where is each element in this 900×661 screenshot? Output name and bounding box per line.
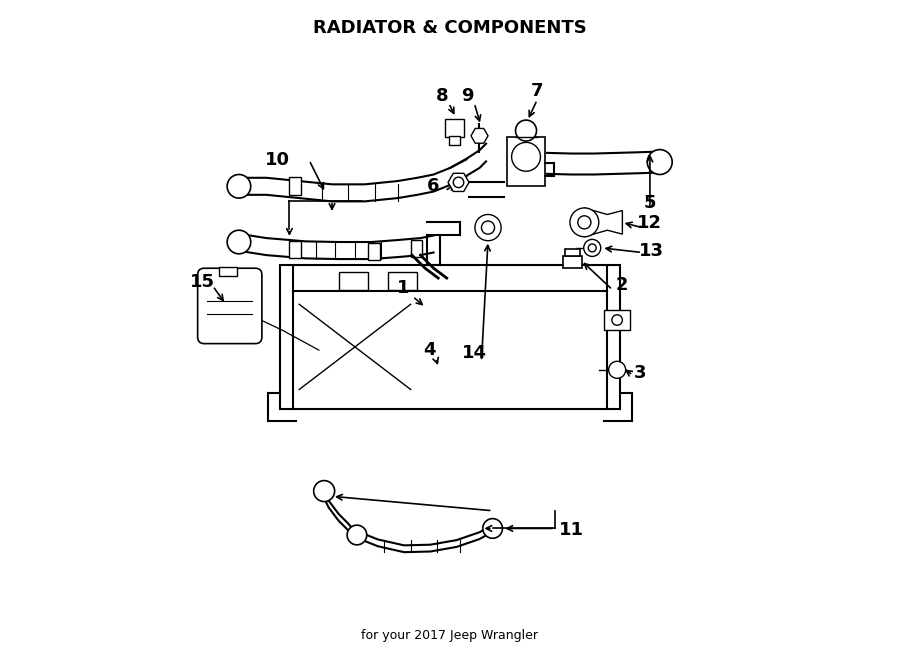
Circle shape xyxy=(314,481,335,502)
Circle shape xyxy=(584,239,601,256)
Circle shape xyxy=(589,244,596,252)
Text: 13: 13 xyxy=(639,241,664,260)
Bar xyxy=(604,310,630,330)
Bar xyxy=(368,243,380,260)
Circle shape xyxy=(482,519,502,538)
Text: RADIATOR & COMPONENTS: RADIATOR & COMPONENTS xyxy=(313,19,587,37)
Bar xyxy=(280,265,620,409)
Circle shape xyxy=(482,221,495,234)
Text: 3: 3 xyxy=(634,364,646,382)
Circle shape xyxy=(647,149,672,175)
Text: 10: 10 xyxy=(266,151,290,169)
Text: 1: 1 xyxy=(397,279,410,297)
Text: 12: 12 xyxy=(637,214,662,232)
Polygon shape xyxy=(448,173,469,192)
Circle shape xyxy=(347,525,367,545)
Circle shape xyxy=(608,362,626,378)
Text: 11: 11 xyxy=(559,522,584,539)
Bar xyxy=(290,177,302,196)
Bar xyxy=(449,136,461,145)
Circle shape xyxy=(475,214,501,241)
Bar xyxy=(562,256,582,268)
Text: 2: 2 xyxy=(616,276,628,293)
Text: 14: 14 xyxy=(462,344,487,362)
Bar xyxy=(388,272,418,290)
Text: 5: 5 xyxy=(644,194,656,212)
FancyBboxPatch shape xyxy=(198,268,262,344)
Polygon shape xyxy=(584,208,623,237)
Text: 15: 15 xyxy=(190,273,215,291)
Circle shape xyxy=(612,315,623,325)
Circle shape xyxy=(578,215,591,229)
Bar xyxy=(410,240,422,257)
Text: 7: 7 xyxy=(531,82,544,100)
Bar xyxy=(446,119,464,137)
Circle shape xyxy=(511,142,541,171)
Text: for your 2017 Jeep Wrangler: for your 2017 Jeep Wrangler xyxy=(362,629,538,642)
Circle shape xyxy=(516,120,536,141)
Circle shape xyxy=(227,175,251,198)
Text: 8: 8 xyxy=(436,87,448,105)
Circle shape xyxy=(454,177,464,188)
Polygon shape xyxy=(471,128,488,143)
Bar xyxy=(507,137,545,186)
Text: 6: 6 xyxy=(428,177,440,195)
Text: 4: 4 xyxy=(423,341,436,359)
Bar xyxy=(219,267,237,276)
Bar xyxy=(564,249,580,256)
Circle shape xyxy=(570,208,599,237)
Circle shape xyxy=(227,230,251,254)
Text: 9: 9 xyxy=(462,87,474,105)
Bar xyxy=(290,241,302,258)
Bar xyxy=(338,272,368,290)
